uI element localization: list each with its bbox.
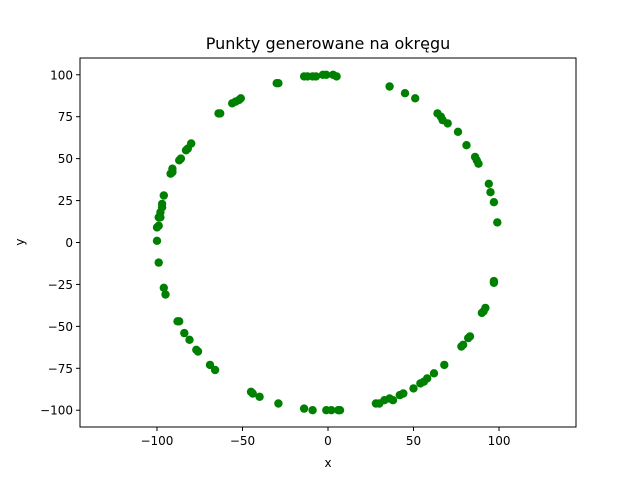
data-point <box>214 109 223 118</box>
y-axis-label: y <box>13 238 27 245</box>
data-point <box>388 396 398 405</box>
data-point <box>411 94 420 103</box>
data-point <box>168 164 177 173</box>
data-point <box>248 389 257 398</box>
x-axis-label: x <box>324 456 331 470</box>
data-point <box>156 213 165 222</box>
data-point <box>299 404 309 413</box>
y-tick-label: 100 <box>50 68 73 82</box>
data-point <box>311 72 321 81</box>
data-point <box>493 218 502 227</box>
data-point <box>400 89 410 98</box>
data-point <box>180 328 189 338</box>
data-point <box>161 290 170 299</box>
data-point <box>409 384 418 393</box>
y-tick-label: −25 <box>48 278 73 292</box>
x-tick-label: −50 <box>230 434 255 448</box>
data-point <box>205 360 215 370</box>
data-point <box>484 179 493 188</box>
data-point <box>423 374 432 383</box>
y-tick-label: 75 <box>58 110 73 124</box>
data-point <box>154 258 163 267</box>
x-tick-label: 0 <box>324 434 332 448</box>
data-point <box>175 317 184 326</box>
data-point <box>462 141 471 150</box>
y-axis: −100 −75 −50 −25 0 25 50 75 100 <box>40 68 80 418</box>
x-tick-label: −100 <box>140 434 173 448</box>
y-tick-label: −75 <box>48 362 73 376</box>
data-point <box>322 70 331 80</box>
data-point <box>453 127 463 136</box>
data-point <box>274 79 283 88</box>
x-tick-label: 100 <box>488 434 511 448</box>
x-axis: −100 −50 0 50 100 <box>140 427 510 448</box>
data-point <box>152 223 162 232</box>
data-point <box>185 335 194 344</box>
data-point <box>440 360 449 370</box>
data-point <box>481 303 490 313</box>
data-point <box>159 191 168 200</box>
x-tick-label: 50 <box>406 434 421 448</box>
data-point <box>486 188 495 197</box>
data-point <box>327 406 336 415</box>
data-point <box>193 347 203 356</box>
data-point <box>335 406 345 415</box>
data-point <box>385 82 394 91</box>
data-point <box>470 152 480 162</box>
data-point <box>181 146 191 155</box>
y-tick-label: 25 <box>58 194 73 208</box>
data-point <box>465 332 475 341</box>
data-point <box>159 283 168 292</box>
data-point <box>274 399 283 408</box>
y-tick-label: −50 <box>48 320 73 334</box>
data-point <box>308 406 317 415</box>
data-point <box>458 340 468 349</box>
data-point <box>433 109 442 118</box>
data-point <box>152 236 162 245</box>
y-tick-label: −100 <box>40 404 73 418</box>
data-point <box>255 392 264 401</box>
data-point <box>332 72 341 81</box>
data-point <box>489 276 499 286</box>
chart-title: Punkty generowane na okręgu <box>206 34 451 53</box>
data-point <box>210 365 220 375</box>
data-point <box>399 389 408 398</box>
plot-area <box>152 70 502 415</box>
y-tick-label: 0 <box>65 236 73 250</box>
data-point <box>175 156 184 165</box>
data-point <box>236 94 245 103</box>
data-point <box>429 369 439 378</box>
y-tick-label: 50 <box>58 152 73 166</box>
data-point <box>489 198 499 207</box>
